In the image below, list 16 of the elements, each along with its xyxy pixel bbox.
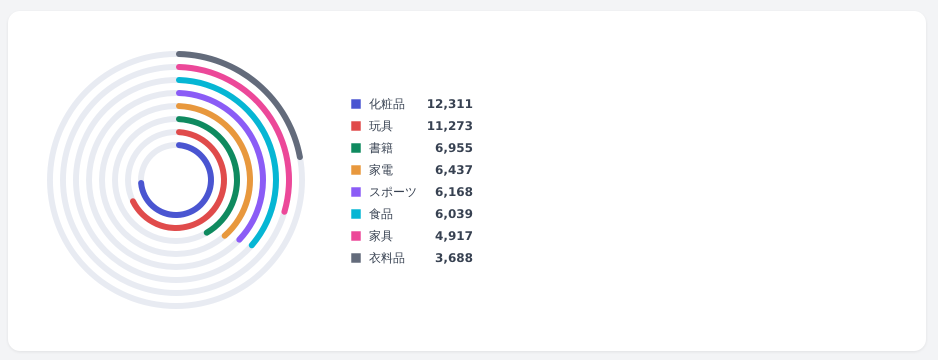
category-label: 食品 [369, 207, 393, 221]
data-label: 6,039 [435, 207, 473, 221]
data-label: 12,311 [426, 97, 473, 111]
category-label: 化粧品 [369, 97, 405, 111]
category-label: 玩具 [369, 119, 393, 133]
data-label: 6,168 [435, 185, 473, 199]
data-label: 11,273 [426, 119, 473, 133]
category-label: 家電 [369, 163, 393, 177]
data-label: 6,955 [435, 141, 473, 155]
category-label: 書籍 [369, 141, 393, 155]
data-label: 6,437 [435, 163, 473, 177]
category-label: 衣料品 [369, 251, 405, 265]
category-label: スポーツ [369, 185, 417, 199]
category-label: 家具 [369, 229, 393, 243]
data-label: 4,917 [435, 229, 473, 243]
data-label: 3,688 [435, 251, 473, 265]
